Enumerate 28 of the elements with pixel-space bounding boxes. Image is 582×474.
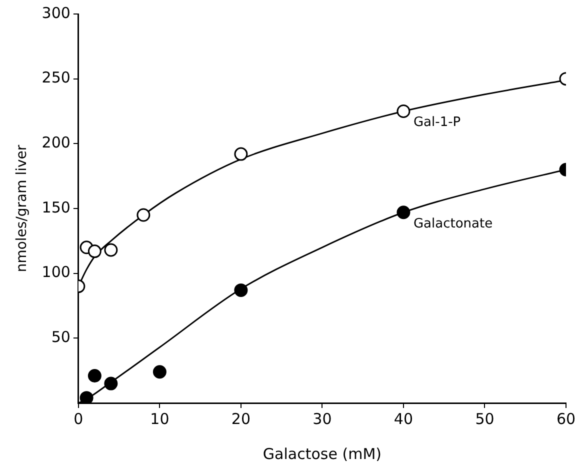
y-tick-label: 50 [51,328,70,346]
x-tick-label: 0 [74,410,84,428]
x-tick-label: 40 [394,410,414,428]
x-tick-label: 60 [556,410,576,428]
point [80,391,94,403]
point [88,369,102,383]
point [152,365,166,379]
y-tick-label: 300 [42,4,70,22]
x-tick-label: 30 [312,410,332,428]
y-axis-title: nmoles/gram liver [14,144,30,272]
x-axis-title: Galactose (mM) [262,444,382,463]
point [136,208,150,222]
point [396,104,410,118]
y-tick-label: 150 [42,198,70,216]
point [88,244,102,258]
point [104,376,118,390]
series-label: Gal-1-P [413,115,461,130]
x-tick-label: 50 [475,410,494,428]
point [234,283,248,297]
series-label: Galactonate [413,216,493,232]
point [396,206,410,220]
x-tick-label: 20 [231,410,250,428]
y-tick-label: 200 [42,134,70,152]
point [104,243,118,257]
y-tick-label: 100 [42,263,70,282]
point [234,147,248,161]
y-tick-label: 250 [42,68,70,87]
x-tick-label: 10 [150,410,170,428]
